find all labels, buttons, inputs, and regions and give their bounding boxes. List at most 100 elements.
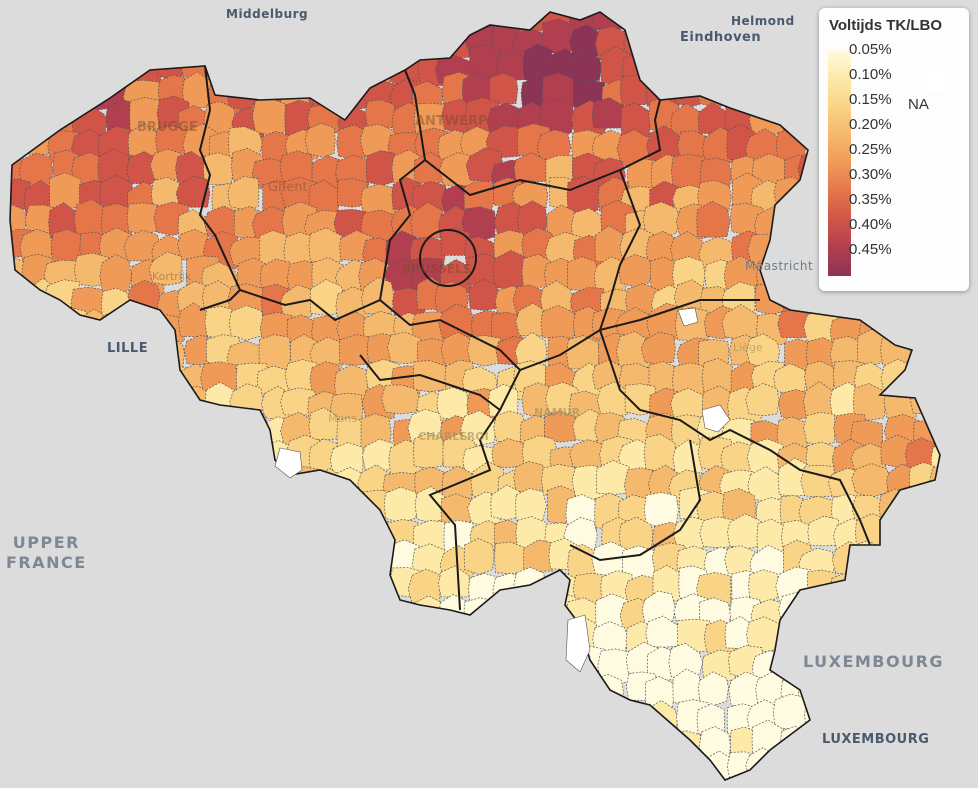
- municipality-cell: [336, 746, 370, 780]
- municipality-cell: [289, 724, 321, 762]
- legend-tick-1: 0.05%: [849, 41, 892, 58]
- municipality-cell: [492, 250, 531, 290]
- municipality-cell: [780, 621, 812, 656]
- label-upper-france: UPPER FRANCE: [6, 533, 87, 573]
- municipality-cell: [934, 363, 940, 400]
- legend-tick-8: 0.40%: [849, 216, 892, 233]
- municipality-cell: [753, 80, 789, 115]
- municipality-cell: [228, 724, 263, 762]
- municipality-cell: [286, 314, 320, 346]
- municipality-cell: [930, 308, 940, 350]
- municipality-cell: [909, 668, 940, 703]
- municipality-cell: [566, 175, 601, 216]
- municipality-cell: [835, 776, 867, 780]
- municipality-cell: [393, 602, 425, 634]
- municipality-cell: [126, 595, 160, 635]
- municipality-cell: [125, 648, 161, 684]
- municipality-cell: [52, 72, 90, 105]
- municipality-cell: [911, 543, 940, 579]
- municipality-cell: [438, 624, 472, 656]
- municipality-cell: [148, 251, 183, 286]
- label-ghent: Ghent: [268, 180, 308, 195]
- label-liege: Liège: [733, 341, 763, 354]
- municipality-cell: [467, 335, 504, 367]
- municipality-cell: [851, 597, 883, 630]
- municipality-cell: [157, 625, 193, 658]
- municipality-cell: [309, 336, 345, 371]
- municipality-cell: [281, 615, 315, 655]
- municipality-cell: [309, 596, 343, 635]
- municipality-cell: [696, 55, 731, 91]
- municipality-cell: [412, 181, 448, 216]
- municipality-cell: [256, 695, 290, 731]
- legend: Voltijds TK/LBO 0.05% 0.10% 0.15% 0.20% …: [819, 8, 969, 291]
- municipality-cell: [200, 443, 237, 481]
- municipality-cell: [542, 18, 578, 55]
- municipality-cell: [178, 22, 213, 60]
- label-luxembourg-city: LUXEMBOURG: [822, 732, 930, 747]
- municipality-cell: [594, 776, 628, 780]
- municipality-cell: [624, 719, 655, 759]
- municipality-cell: [851, 463, 890, 498]
- municipality-cell: [148, 462, 182, 497]
- municipality-cell: [904, 620, 940, 656]
- municipality-cell: [256, 774, 293, 780]
- municipality-cell: [541, 699, 574, 735]
- municipality-cell: [234, 645, 265, 682]
- municipality-cell: [20, 75, 56, 109]
- municipality-cell: [436, 387, 469, 420]
- municipality-cell: [75, 12, 108, 30]
- municipality-cell: [880, 542, 919, 577]
- municipality-cell: [545, 774, 579, 780]
- label-middelburg: Middelburg: [226, 7, 309, 21]
- municipality-cell: [336, 674, 371, 714]
- municipality-cell: [77, 439, 110, 474]
- municipality-cell: [336, 573, 368, 606]
- municipality-cell: [151, 772, 186, 780]
- municipality-cell: [748, 569, 781, 604]
- municipality-cell: [416, 673, 451, 709]
- municipality-cell: [183, 751, 219, 780]
- municipality-cell: [333, 494, 368, 527]
- municipality-cell: [100, 287, 131, 326]
- municipality-cell: [131, 541, 166, 584]
- municipality-cell: [860, 783, 893, 788]
- municipality-cell: [440, 331, 476, 368]
- municipality-cell: [356, 646, 390, 682]
- municipality-cell: [931, 569, 940, 608]
- municipality-cell: [772, 693, 809, 730]
- municipality-cell: [153, 675, 187, 713]
- municipality-cell: [234, 674, 269, 707]
- municipality-cell: [226, 75, 258, 111]
- municipality-cell: [382, 751, 423, 780]
- municipality-cell: [860, 747, 893, 780]
- municipality-cell: [128, 20, 166, 56]
- municipality-cell: [383, 641, 418, 674]
- municipality-cell: [852, 383, 887, 421]
- municipality-cell: [175, 151, 206, 185]
- municipality-cell: [310, 542, 347, 578]
- municipality-cell: [383, 486, 420, 524]
- municipality-cell: [721, 488, 757, 524]
- municipality-cell: [566, 778, 602, 780]
- municipality-cell: [435, 775, 470, 780]
- municipality-cell: [179, 12, 210, 32]
- municipality-cell: [677, 12, 712, 34]
- municipality-cell: [413, 432, 445, 469]
- municipality-cell: [21, 360, 53, 398]
- municipality-cell: [827, 700, 860, 732]
- municipality-cell: [516, 676, 551, 709]
- municipality-cell: [10, 757, 27, 780]
- municipality-cell: [748, 100, 787, 135]
- municipality-cell: [10, 443, 39, 480]
- municipality-cell: [540, 304, 577, 340]
- municipality-cell: [26, 699, 60, 734]
- label-maastricht: Maastricht: [745, 259, 814, 273]
- municipality-cell: [854, 696, 891, 733]
- legend-tick-9: 0.45%: [849, 241, 892, 258]
- municipality-cell: [228, 305, 266, 341]
- municipality-cell: [279, 150, 313, 183]
- municipality-cell: [47, 747, 83, 780]
- municipality-cell: [287, 541, 323, 582]
- municipality-cell: [74, 777, 107, 780]
